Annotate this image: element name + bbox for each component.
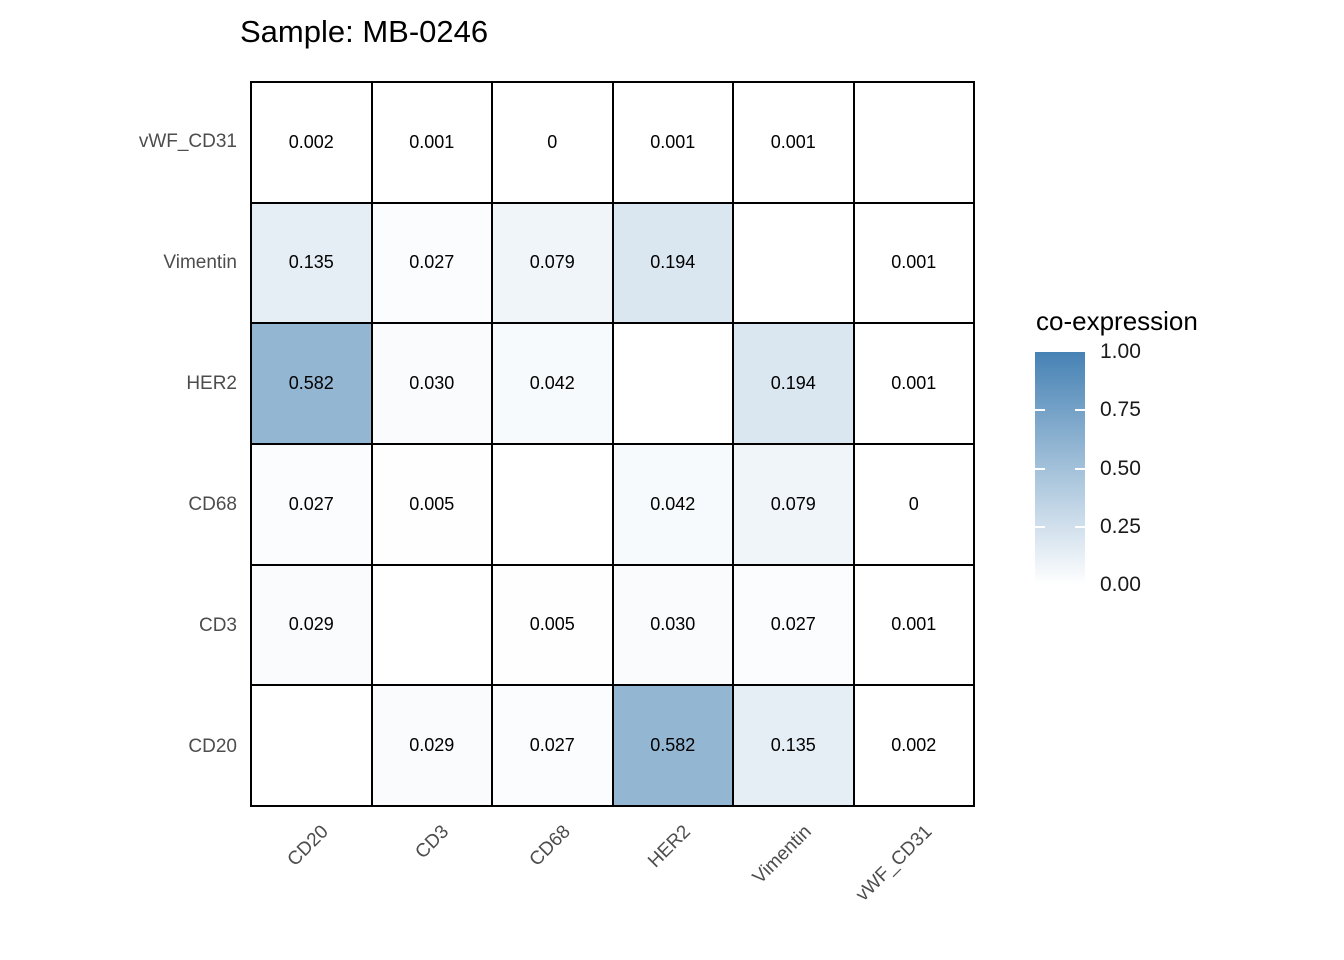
- legend-tick-label: 1.00: [1100, 340, 1141, 363]
- legend-tick-label: 0.25: [1100, 514, 1141, 538]
- heatmap-cell: 0: [854, 444, 973, 564]
- y-axis-label: Vimentin: [163, 251, 237, 273]
- legend-tick-label: 0.50: [1100, 456, 1141, 480]
- heatmap-cell: 0.027: [252, 444, 371, 564]
- heatmap-cell: 0.029: [252, 565, 371, 685]
- heatmap-cell: 0: [493, 83, 612, 202]
- heatmap-cell: 0.135: [734, 686, 853, 805]
- heatmap-cell: 0.001: [734, 83, 853, 202]
- heatmap-cell: 0.194: [613, 203, 732, 323]
- legend-tick-label: 0.00: [1100, 573, 1141, 596]
- legend-tick-mark: [1075, 467, 1085, 470]
- heatmap-cell: 0.194: [734, 324, 853, 443]
- heatmap-cell: 0.042: [493, 324, 612, 443]
- legend-tick-mark: [1075, 525, 1085, 528]
- x-axis-label: HER2: [644, 821, 696, 872]
- heatmap-cell: 0.027: [734, 565, 853, 685]
- legend-title: co-expression: [1036, 306, 1198, 336]
- heatmap-cell: [493, 444, 612, 564]
- heatmap-cell: [613, 324, 732, 443]
- y-axis-label: vWF_CD31: [138, 130, 237, 152]
- heatmap: 0.002 0.001 0 0.001 0.001 0.135 0.027 0.079 0.19…: [250, 81, 975, 807]
- heatmap-cell: [252, 686, 371, 805]
- heatmap-cell: [734, 203, 853, 323]
- legend-tick-label: 0.75: [1100, 398, 1141, 422]
- y-axis-label: HER2: [186, 372, 237, 394]
- plot-title: Sample: MB-0246: [240, 14, 489, 49]
- heatmap-cell: 0.079: [734, 444, 853, 564]
- heatmap-cell: 0.001: [613, 83, 732, 202]
- heatmap-cell: 0.079: [493, 203, 612, 323]
- heatmap-cell: [372, 565, 491, 685]
- x-axis-label: CD20: [283, 821, 333, 871]
- heatmap-cell: 0.001: [372, 83, 491, 202]
- heatmap-cell: 0.042: [613, 444, 732, 564]
- heatmap-cell: 0.005: [493, 565, 612, 685]
- x-axis-label: CD68: [525, 821, 575, 871]
- heatmap-cell: 0.582: [613, 686, 732, 805]
- heatmap-cell: 0.002: [854, 686, 973, 805]
- heatmap-cell: 0.005: [372, 444, 491, 564]
- heatmap-cell: 0.001: [854, 324, 973, 443]
- heatmap-cell: 0.135: [252, 203, 371, 323]
- y-axis-label: CD68: [188, 493, 237, 515]
- heatmap-cell: 0.001: [854, 203, 973, 323]
- heatmap-cell: 0.027: [493, 686, 612, 805]
- x-axis-label: vWF_CD31: [852, 821, 937, 906]
- legend-tick-mark: [1035, 409, 1045, 412]
- heatmap-cell: 0.002: [252, 83, 371, 202]
- heatmap-cell: 0.027: [372, 203, 491, 323]
- legend-tick-mark: [1035, 467, 1045, 470]
- legend-tick-mark: [1035, 525, 1045, 528]
- x-axis-label: CD3: [411, 821, 454, 864]
- x-axis-label: Vimentin: [749, 821, 816, 889]
- y-axis-label: CD20: [188, 735, 237, 757]
- heatmap-cell: 0.030: [372, 324, 491, 443]
- heatmap-cell: [854, 83, 973, 202]
- legend-tick-mark: [1075, 409, 1085, 412]
- heatmap-cell: 0.001: [854, 565, 973, 685]
- heatmap-cell: 0.582: [252, 324, 371, 443]
- y-axis-label: CD3: [198, 614, 237, 636]
- heatmap-cell: 0.029: [372, 686, 491, 805]
- heatmap-cell: 0.030: [613, 565, 732, 685]
